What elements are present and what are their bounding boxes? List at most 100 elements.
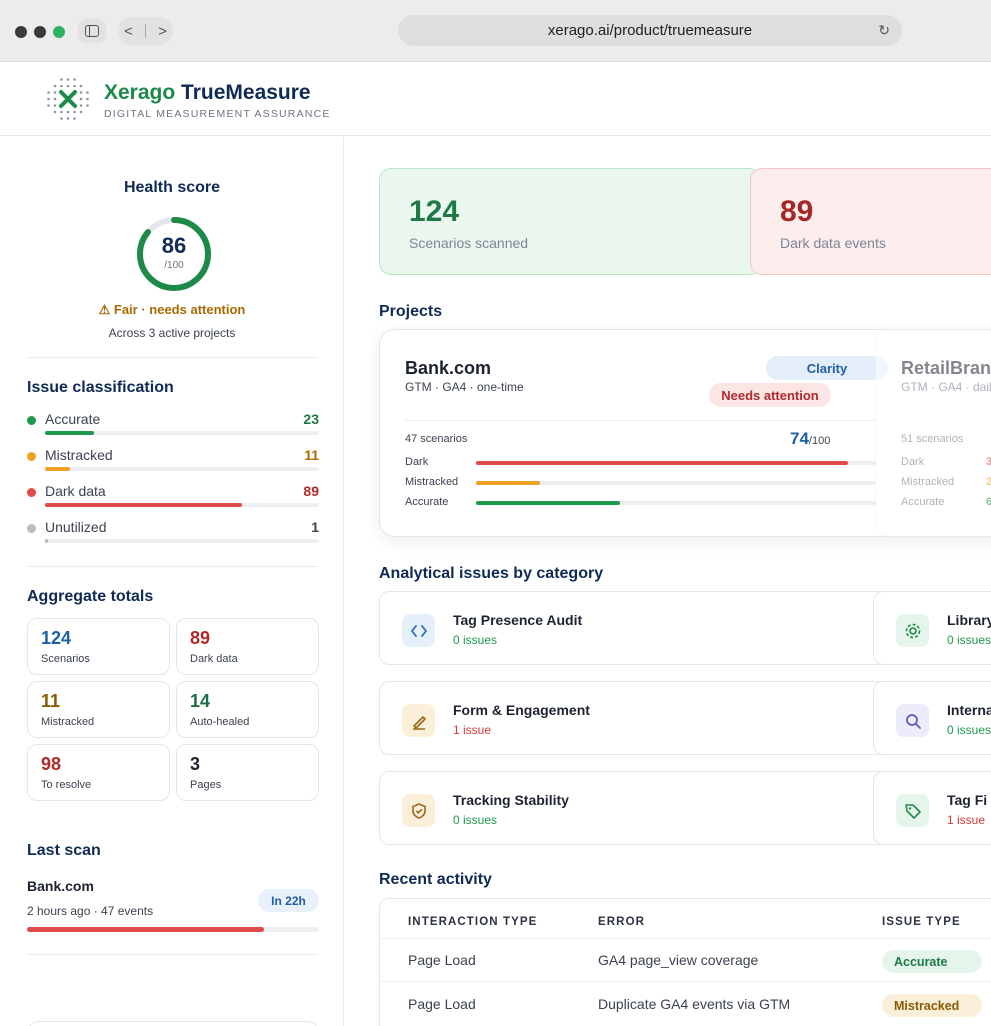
- sidebar-toggle-button[interactable]: [78, 19, 106, 43]
- issue-type-badge: Mistracked: [882, 994, 982, 1017]
- category-card-tracking-stability[interactable]: Tracking Stability 0 issues: [379, 771, 891, 845]
- stat-card-dark-data[interactable]: 89 Dark data events: [750, 168, 991, 275]
- back-button[interactable]: <: [124, 22, 133, 40]
- maximize-window-button[interactable]: [53, 26, 65, 38]
- total-card-mistracked[interactable]: 11 Mistracked: [27, 681, 170, 738]
- recent-activity-title: Recent activity: [379, 871, 492, 888]
- sidebar-icon: [85, 25, 99, 37]
- project-bar: [476, 481, 876, 485]
- forward-button[interactable]: >: [158, 22, 167, 40]
- issue-bar: [45, 503, 319, 507]
- address-bar[interactable]: xerago.ai/product/truemeasure ↻: [398, 15, 902, 46]
- column-header-issue-type[interactable]: ISSUE TYPE: [882, 916, 961, 928]
- status-dot-icon: [27, 524, 36, 533]
- last-scan-progress: [27, 927, 319, 932]
- total-value: 98: [41, 754, 62, 774]
- column-header-error[interactable]: ERROR: [598, 916, 646, 928]
- category-name: Form & Engagement: [453, 702, 590, 718]
- status-dot-icon: [27, 488, 36, 497]
- issue-bar-fill: [45, 539, 48, 543]
- issue-classification-title: Issue classification: [27, 379, 174, 396]
- aggregate-totals-title: Aggregate totals: [27, 588, 154, 605]
- brand-name-second: TrueMeasure: [181, 81, 311, 104]
- health-score-value: 86: [161, 233, 187, 258]
- project-card-retailbrand[interactable]: RetailBrand GTM · GA4 · daily 51 scenari…: [875, 329, 991, 537]
- category-card-interna[interactable]: Interna 0 issues: [873, 681, 991, 755]
- category-card-form-engagement[interactable]: Form & Engagement 1 issue: [379, 681, 891, 755]
- reload-icon[interactable]: ↻: [878, 22, 890, 38]
- issue-bar: [45, 539, 319, 543]
- status-dot-icon: [27, 416, 36, 425]
- category-name: Tag Fi: [947, 792, 988, 808]
- category-card-tag-fi[interactable]: Tag Fi 1 issue: [873, 771, 991, 845]
- category-card-library[interactable]: Library 0 issues: [873, 591, 991, 665]
- stat-card-scenarios[interactable]: 124 Scenarios scanned: [379, 168, 761, 275]
- total-label: Dark data: [190, 653, 238, 665]
- close-window-button[interactable]: [15, 26, 27, 38]
- health-score-title: Health score: [123, 179, 221, 196]
- category-issue-count: 0 issues: [947, 723, 991, 737]
- project-bar-value: 6: [986, 496, 991, 508]
- code-icon: [402, 614, 435, 647]
- project-bar: [476, 501, 876, 505]
- issue-row-dark-data[interactable]: Dark data 89: [27, 483, 319, 517]
- project-status-badge: Needs attention: [709, 383, 831, 407]
- issue-label: Accurate: [45, 411, 101, 427]
- table-divider: [380, 938, 991, 939]
- column-header-interaction[interactable]: INTERACTION TYPE: [408, 916, 538, 928]
- stat-label: Dark data events: [780, 235, 886, 251]
- gear-icon: [896, 614, 929, 647]
- issue-type-badge: Accurate: [882, 950, 982, 973]
- brand-name[interactable]: Xerago TrueMeasure: [104, 81, 311, 105]
- table-cell-type: Page Load: [408, 952, 476, 968]
- browser-chrome: < > xerago.ai/product/truemeasure ↻: [0, 0, 991, 62]
- stat-value: 124: [409, 195, 460, 228]
- pen-icon: [402, 704, 435, 737]
- stat-value: 89: [780, 195, 814, 228]
- project-card-bank[interactable]: Bank.com GTM · GA4 · one-time Clarity Ne…: [379, 329, 991, 537]
- category-card-tag-presence-audit[interactable]: Tag Presence Audit 0 issues: [379, 591, 891, 665]
- total-card-scenarios[interactable]: 124 Scenarios: [27, 618, 170, 675]
- category-name: Interna: [947, 702, 991, 718]
- brand-name-first: Xerago: [104, 81, 176, 104]
- table-cell-type: Page Load: [408, 996, 476, 1012]
- sidebar-footer-card[interactable]: [27, 1021, 319, 1026]
- total-card-pages[interactable]: 3 Pages: [176, 744, 319, 801]
- url-text: xerago.ai/product/truemeasure: [547, 22, 753, 39]
- last-scan-meta: 2 hours ago · 47 events: [27, 904, 154, 918]
- tag-icon: [896, 794, 929, 827]
- sidebar: Health score 86 /100 ⚠ Fair · needs atte…: [0, 137, 344, 1026]
- issue-bar: [45, 431, 319, 435]
- table-cell-error: GA4 page_view coverage: [598, 952, 759, 968]
- table-divider: [380, 981, 991, 982]
- activity-table: INTERACTION TYPE ERROR ISSUE TYPE Page L…: [379, 898, 991, 1026]
- total-card-auto-healed[interactable]: 14 Auto-healed: [176, 681, 319, 738]
- category-issue-count: 1 issue: [947, 813, 986, 827]
- project-scenarios: 47 scenarios: [405, 433, 468, 445]
- project-name: RetailBrand: [901, 358, 991, 378]
- total-card-dark-data[interactable]: 89 Dark data: [176, 618, 319, 675]
- issue-label: Unutilized: [45, 519, 107, 535]
- app-header: Xerago TrueMeasure DIGITAL MEASUREMENT A…: [0, 62, 991, 136]
- project-bar-value: 2: [986, 476, 991, 488]
- total-card-to-resolve[interactable]: 98 To resolve: [27, 744, 170, 801]
- category-issue-count: 0 issues: [453, 633, 498, 647]
- total-label: Mistracked: [41, 716, 95, 728]
- project-bar-label: Accurate: [405, 496, 449, 508]
- issue-count: 1: [311, 519, 319, 535]
- health-gauge: [137, 217, 211, 291]
- issue-row-accurate[interactable]: Accurate 23: [27, 411, 319, 445]
- project-bar-label: Mistracked: [405, 476, 459, 488]
- project-tag: Clarity: [766, 356, 888, 380]
- issue-row-unutilized[interactable]: Unutilized 1: [27, 519, 319, 553]
- category-issue-count: 1 issue: [453, 723, 492, 737]
- categories-title: Analytical issues by category: [379, 565, 604, 582]
- last-scan-title: Last scan: [27, 842, 101, 859]
- category-issue-count: 0 issues: [453, 813, 498, 827]
- projects-title: Projects: [379, 303, 443, 320]
- project-bar: [476, 461, 876, 465]
- minimize-window-button[interactable]: [34, 26, 46, 38]
- shield-icon: [402, 794, 435, 827]
- issue-row-mistracked[interactable]: Mistracked 11: [27, 447, 319, 481]
- project-score-max: /100: [808, 435, 831, 447]
